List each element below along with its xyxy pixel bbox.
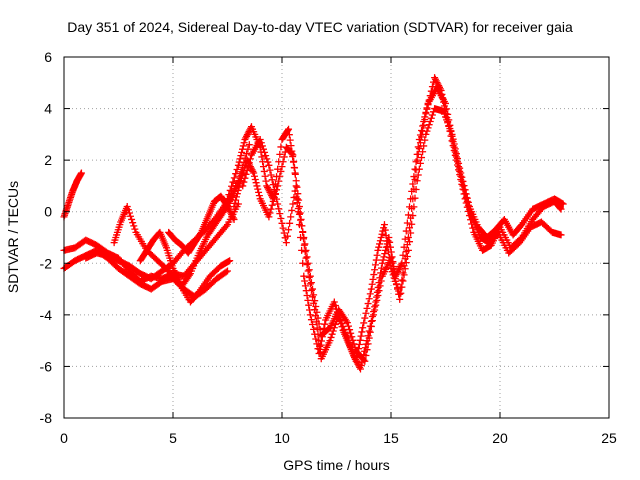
grid-lines [64,57,609,418]
x-tick-label: 25 [601,430,617,446]
data-marks [60,74,567,373]
series-markers [165,192,238,257]
axis-ticks: 0 5 10 15 20 25 -8 -6 -4 -2 0 2 4 6 [40,49,617,446]
y-tick-label: -6 [40,358,53,374]
plot-frame [63,56,610,419]
y-tick-label: -2 [40,255,53,271]
series-markers [239,105,567,365]
x-tick-label: 10 [274,430,290,446]
y-tick-label: 2 [44,152,52,168]
x-axis-label: GPS time / hours [283,457,390,473]
series-track-midday-a [224,74,565,365]
y-tick-label: 4 [44,101,52,117]
x-tick-label: 20 [492,430,508,446]
y-tick-label: 6 [44,49,52,65]
y-tick-label: 0 [44,204,52,220]
x-tick-label: 5 [169,430,177,446]
x-tick-label: 15 [383,430,399,446]
series-markers [224,74,565,365]
series-track-morning-f [165,192,238,257]
x-tick-label: 0 [60,430,68,446]
chart-title: Day 351 of 2024, Sidereal Day-to-day VTE… [67,19,573,35]
y-tick-label: -4 [40,307,53,323]
series-track-midday-c [239,105,567,365]
y-tick-label: -8 [40,410,53,426]
